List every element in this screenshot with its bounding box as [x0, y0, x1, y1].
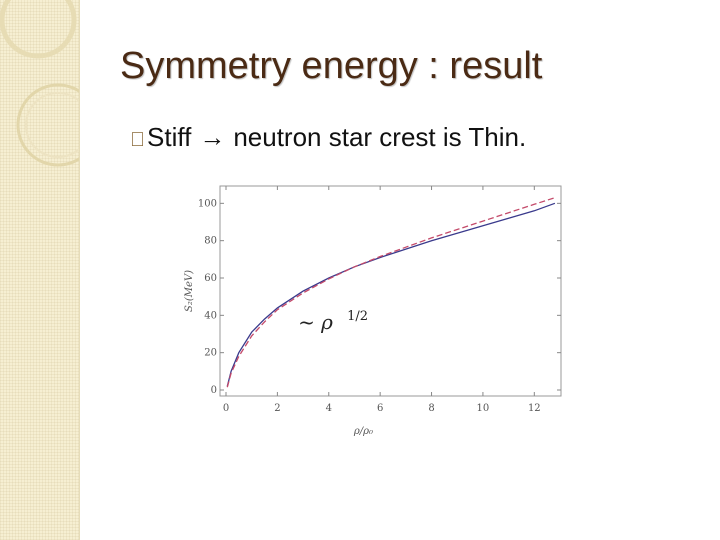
solid-curve [226, 202, 556, 387]
x-tick-label: 4 [326, 403, 332, 414]
scaling-annotation-exponent: 1/2 [347, 309, 368, 324]
y-tick-label: 100 [198, 198, 217, 209]
decorative-side-band [0, 0, 80, 540]
y-tick-label: 40 [204, 310, 217, 321]
bullet-body-text: neutron star crest is Thin. [233, 122, 527, 152]
x-axis-label: ρ/ρ₀ [353, 426, 373, 437]
x-tick-label: 12 [528, 403, 541, 414]
y-tick-label: 80 [204, 236, 217, 247]
slide-title: Symmetry energy : result [120, 45, 543, 87]
y-tick-label: 60 [204, 273, 217, 284]
y-tick-label: 0 [211, 385, 217, 396]
x-tick-label: 8 [428, 403, 434, 414]
plot-frame [219, 185, 562, 397]
right-arrow-icon: → [199, 122, 226, 152]
x-tick-label: 10 [477, 403, 490, 414]
bullet-marker:   [130, 129, 145, 151]
y-tick-label: 20 [204, 348, 217, 359]
x-tick-label: 2 [274, 403, 280, 414]
y-axis-label: S₂(MeV) [184, 270, 195, 312]
bullet-lead-text: Stiff [147, 122, 192, 152]
x-tick-label: 0 [223, 403, 229, 414]
scaling-annotation: ~ ρ [298, 310, 333, 334]
dashed-curve [226, 197, 556, 388]
x-tick-label: 6 [377, 403, 383, 414]
symmetry-energy-chart: 0 2 4 6 8 10 12 0 20 40 60 80 100 ρ/ρ₀ S₂(MeV) ~ ρ 1/2 [184, 185, 562, 437]
bullet-point:  Stiff → neutron star crest is Thin. [130, 122, 526, 153]
decorative-circles [0, 0, 79, 167]
